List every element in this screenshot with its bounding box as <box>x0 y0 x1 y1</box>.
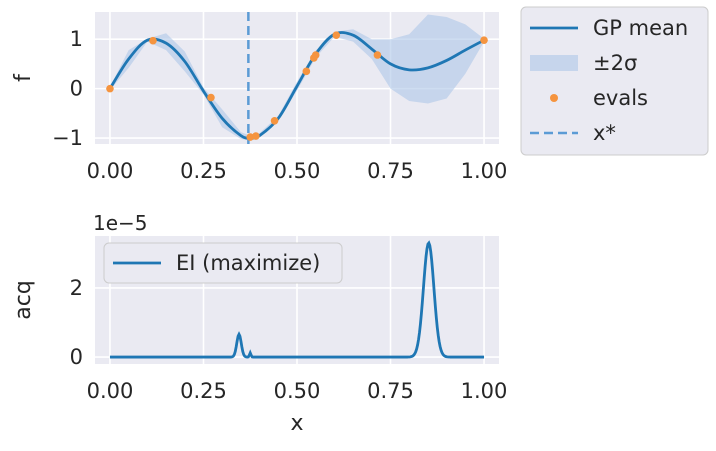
eval-point <box>270 116 279 125</box>
x-axis-label: x <box>290 411 303 436</box>
eval-point <box>302 67 311 76</box>
eval-point <box>311 51 320 59</box>
y-tick-label: −1 <box>52 126 83 150</box>
legend-box <box>520 6 709 156</box>
gp-mean-line <box>108 31 485 140</box>
legend-label: GP mean <box>593 16 688 40</box>
x-tick-label: 0.00 <box>87 159 134 183</box>
legend-label: EI (maximize) <box>176 251 320 275</box>
legend-label: ±2σ <box>593 51 637 75</box>
legend-swatch-band <box>530 55 578 71</box>
eval-point <box>332 31 341 40</box>
y-axis-label: acq <box>11 280 36 320</box>
x-tick-label: 1.00 <box>461 379 508 403</box>
x-tick-label: 0.75 <box>367 379 414 403</box>
x-tick-label: 0.50 <box>274 159 321 183</box>
eval-point <box>106 84 114 93</box>
x-tick-label: 0.25 <box>180 159 227 183</box>
eval-point <box>207 93 215 102</box>
legend-swatch-evals <box>550 94 558 102</box>
y-tick-label: 0 <box>70 77 83 101</box>
y-tick-label: 1 <box>70 27 83 51</box>
y-scale-offset: 1e−5 <box>93 211 148 235</box>
x-tick-label: 0.00 <box>87 379 134 403</box>
legend-label: x* <box>593 121 616 145</box>
legend-box-acq <box>103 242 343 284</box>
eval-point <box>252 132 260 140</box>
legend-label: evals <box>593 86 648 110</box>
ei-line <box>109 240 485 359</box>
y-tick-label: 0 <box>70 345 83 369</box>
x-tick-label: 0.50 <box>274 379 321 403</box>
eval-point <box>246 133 255 141</box>
eval-point <box>149 36 157 45</box>
y-axis-label: f <box>11 73 36 82</box>
x-tick-label: 0.75 <box>367 159 414 183</box>
confidence-band <box>109 14 485 141</box>
x-tick-label: 1.00 <box>461 159 508 183</box>
y-tick-label: 2 <box>70 276 83 300</box>
x-tick-label: 0.25 <box>180 379 227 403</box>
eval-point <box>480 36 488 44</box>
eval-point <box>373 51 382 59</box>
